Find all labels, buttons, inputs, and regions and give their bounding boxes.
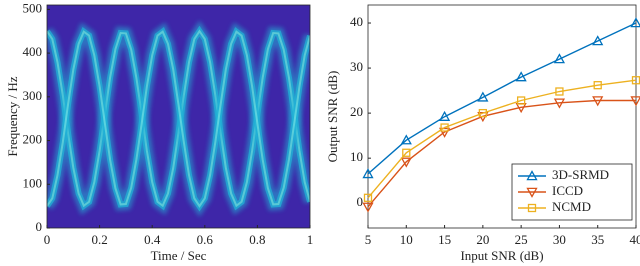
x-axis-label: Input SNR (dB) xyxy=(460,248,543,263)
marker xyxy=(362,168,374,179)
y-tick-label: 20 xyxy=(350,104,363,119)
x-tick-label: 40 xyxy=(630,232,640,247)
y-axis-label: Frequency / Hz xyxy=(5,76,20,156)
x-tick-label: 5 xyxy=(365,232,372,247)
x-tick-label: 0.4 xyxy=(144,232,161,247)
x-tick-label: 20 xyxy=(476,232,489,247)
marker xyxy=(438,127,451,138)
x-tick-label: 0.8 xyxy=(249,232,265,247)
marker xyxy=(593,81,602,90)
y-tick-label: 30 xyxy=(350,59,363,74)
y-tick-label: 0 xyxy=(357,194,364,209)
x-tick-label: 0.2 xyxy=(91,232,107,247)
series-line xyxy=(367,79,637,199)
ridge-core xyxy=(47,30,310,208)
marker xyxy=(362,202,374,213)
legend-label: NCMD xyxy=(552,199,591,214)
marker xyxy=(440,123,449,132)
x-tick-label: 35 xyxy=(591,232,604,247)
y-axis-label: Output SNR (dB) xyxy=(325,71,340,163)
legend-marker xyxy=(526,187,538,198)
y-tick-label: 10 xyxy=(350,149,363,164)
y-tick-label: 500 xyxy=(23,0,43,15)
legend-label: ICCD xyxy=(552,183,583,198)
x-axis-label: Time / Sec xyxy=(151,248,207,263)
legend-marker xyxy=(526,170,538,181)
legend-marker xyxy=(527,203,537,213)
marker xyxy=(400,157,412,168)
series-line xyxy=(367,99,636,208)
y-tick-label: 0 xyxy=(36,219,43,234)
y-tick-label: 400 xyxy=(23,44,43,59)
marker xyxy=(553,98,566,109)
marker xyxy=(515,71,527,82)
marker xyxy=(477,91,489,102)
marker xyxy=(592,96,604,107)
x-tick-label: 0 xyxy=(44,232,51,247)
legend-label: 3D-SRMD xyxy=(552,167,609,182)
marker xyxy=(402,148,411,157)
marker xyxy=(553,53,566,64)
marker xyxy=(363,193,373,202)
ridges xyxy=(47,20,310,217)
marker xyxy=(438,110,451,121)
marker xyxy=(555,87,564,96)
y-tick-label: 40 xyxy=(350,14,363,29)
plot-frame xyxy=(46,4,311,229)
marker xyxy=(630,17,640,28)
plot-frame xyxy=(367,4,637,229)
x-tick-label: 10 xyxy=(400,232,413,247)
x-tick-label: 1 xyxy=(307,232,314,247)
marker xyxy=(516,96,526,105)
series-line xyxy=(367,22,637,175)
marker xyxy=(592,35,604,46)
x-tick-label: 0.6 xyxy=(197,232,214,247)
x-tick-label: 15 xyxy=(438,232,451,247)
marker xyxy=(630,96,640,107)
x-tick-label: 30 xyxy=(553,232,566,247)
x-tick-label: 25 xyxy=(515,232,528,247)
y-tick-label: 100 xyxy=(23,175,43,190)
y-tick-label: 300 xyxy=(23,88,43,103)
marker xyxy=(478,108,488,118)
y-tick-label: 200 xyxy=(23,132,43,147)
marker xyxy=(400,134,412,145)
